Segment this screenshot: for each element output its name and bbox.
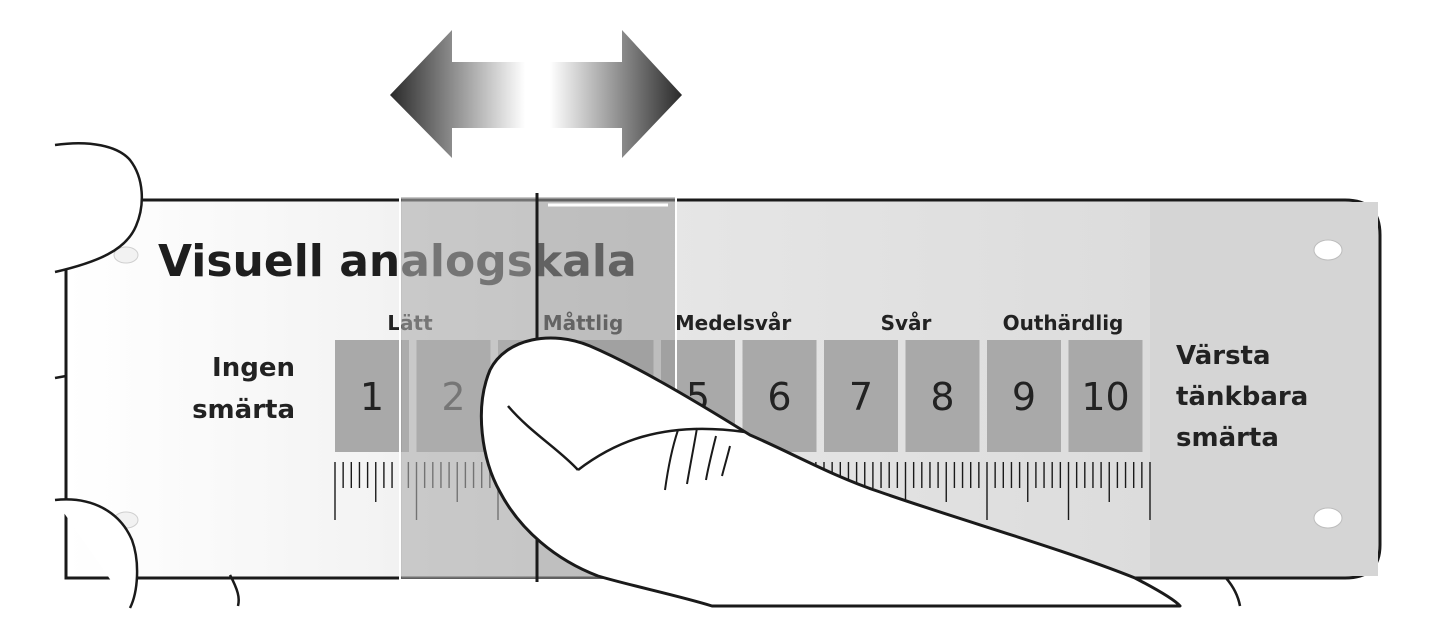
category-label: Outhärdlig (1003, 311, 1124, 335)
mount-hole (113, 246, 139, 264)
arrow-left-icon (390, 30, 525, 158)
number-box-7 (824, 340, 898, 452)
number-label: 1 (360, 375, 384, 419)
number-label: 10 (1081, 375, 1129, 419)
number-box-10 (1068, 340, 1143, 452)
vas-ruler: Visuell analogskala Ingen smärta Värsta … (64, 198, 1382, 580)
worst-pain-label-line2: tänkbara (1176, 382, 1308, 412)
arrow-right-icon (550, 30, 682, 158)
category-label: Medelsvår (675, 311, 792, 335)
no-pain-label-line2: smärta (192, 395, 295, 425)
mount-hole (1313, 239, 1343, 261)
number-label: 7 (849, 375, 873, 419)
category-label: Svår (881, 311, 932, 335)
number-box-9 (987, 340, 1061, 452)
thumb-icon (479, 336, 1242, 608)
worst-pain-label-line3: smärta (1176, 423, 1279, 453)
mount-hole (1313, 507, 1343, 529)
number-box-6 (742, 340, 817, 452)
number-label: 6 (767, 375, 791, 419)
hand-icon (54, 142, 240, 609)
worst-pain-label-line1: Värsta (1176, 341, 1271, 371)
number-box-8 (905, 340, 980, 452)
number-label: 9 (1012, 375, 1036, 419)
number-label: 8 (930, 375, 954, 419)
direction-arrows (390, 30, 682, 158)
number-box-1 (335, 340, 409, 452)
no-pain-label-line1: Ingen (212, 353, 295, 383)
